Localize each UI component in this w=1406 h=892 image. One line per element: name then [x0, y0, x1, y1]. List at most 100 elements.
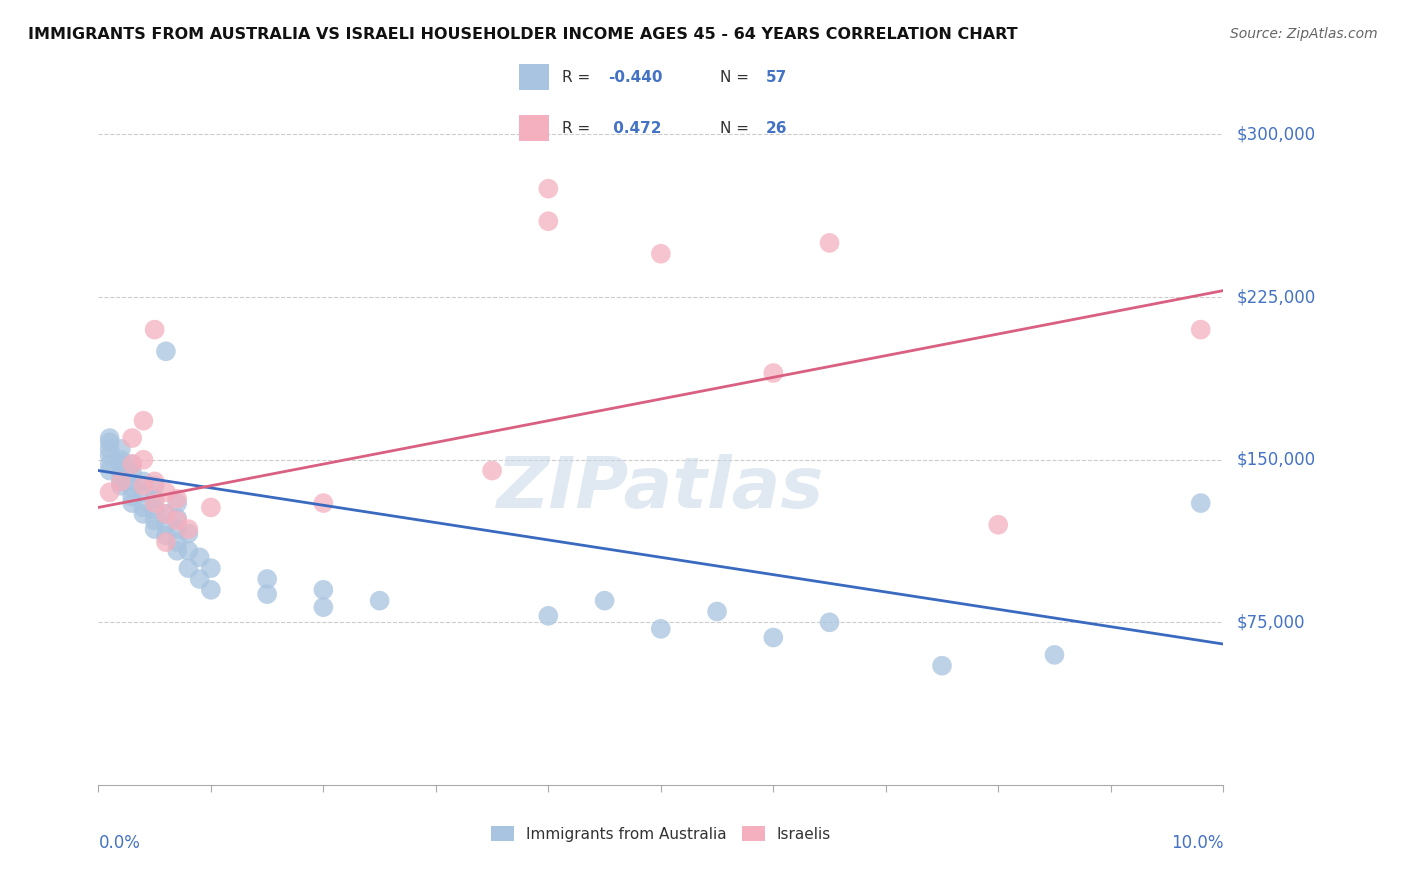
Text: $225,000: $225,000 [1237, 288, 1316, 306]
Point [110, 464, 132, 478]
Text: $150,000: $150,000 [1237, 450, 1316, 468]
Point [132, 485, 155, 500]
Point [177, 543, 200, 558]
Point [155, 485, 177, 500]
Point [155, 507, 177, 521]
Point [132, 452, 155, 467]
Text: 0.472: 0.472 [609, 120, 662, 136]
Point [155, 535, 177, 549]
Point [1189, 496, 1212, 510]
Point [818, 235, 841, 250]
Point [312, 582, 335, 597]
Text: 57: 57 [766, 70, 787, 85]
Bar [519, 115, 550, 141]
Point [155, 528, 177, 542]
Point [200, 500, 222, 515]
Point [110, 452, 132, 467]
Point [98, 449, 121, 463]
Point [987, 517, 1010, 532]
Point [256, 572, 278, 586]
Point [143, 491, 166, 506]
Text: N =: N = [720, 70, 754, 85]
Point [312, 496, 335, 510]
Point [166, 491, 188, 506]
Point [121, 490, 143, 504]
Point [312, 600, 335, 615]
Point [762, 366, 785, 380]
Text: 10.0%: 10.0% [1171, 834, 1223, 852]
Text: $75,000: $75,000 [1237, 614, 1306, 632]
Text: Source: ZipAtlas.com: Source: ZipAtlas.com [1230, 27, 1378, 41]
Point [110, 475, 132, 489]
Point [155, 517, 177, 532]
Point [200, 561, 222, 575]
Point [110, 479, 132, 493]
Point [537, 608, 560, 623]
Point [132, 414, 155, 428]
Point [143, 522, 166, 536]
Point [166, 543, 188, 558]
Point [143, 502, 166, 516]
Point [121, 457, 143, 471]
Point [166, 496, 188, 510]
Text: $300,000: $300,000 [1237, 126, 1316, 144]
Point [98, 442, 121, 456]
Point [177, 526, 200, 541]
Point [98, 431, 121, 445]
Point [1189, 323, 1212, 337]
Point [166, 513, 188, 527]
Point [200, 582, 222, 597]
Point [650, 622, 672, 636]
Text: ZIPatlas: ZIPatlas [498, 455, 824, 524]
Point [177, 522, 200, 536]
Point [121, 481, 143, 495]
Point [188, 572, 211, 586]
Point [143, 513, 166, 527]
Point [98, 457, 121, 471]
Point [121, 475, 143, 489]
Bar [519, 64, 550, 90]
Point [121, 496, 143, 510]
Point [481, 464, 503, 478]
Point [593, 593, 616, 607]
Point [98, 485, 121, 500]
Point [155, 344, 177, 359]
Point [110, 442, 132, 456]
Text: N =: N = [720, 120, 754, 136]
Point [368, 593, 391, 607]
Point [110, 457, 132, 471]
Text: 0.0%: 0.0% [98, 834, 141, 852]
Point [537, 214, 560, 228]
Point [166, 522, 188, 536]
Text: R =: R = [562, 70, 595, 85]
Text: IMMIGRANTS FROM AUSTRALIA VS ISRAELI HOUSEHOLDER INCOME AGES 45 - 64 YEARS CORRE: IMMIGRANTS FROM AUSTRALIA VS ISRAELI HOU… [28, 27, 1018, 42]
Point [132, 500, 155, 515]
Point [132, 475, 155, 489]
Point [132, 479, 155, 493]
Point [166, 535, 188, 549]
Point [110, 467, 132, 482]
Point [132, 507, 155, 521]
Point [762, 631, 785, 645]
Point [818, 615, 841, 630]
Point [177, 561, 200, 575]
Point [143, 475, 166, 489]
Point [650, 246, 672, 260]
Point [166, 511, 188, 525]
Point [931, 658, 953, 673]
Point [110, 475, 132, 489]
Point [121, 457, 143, 471]
Point [98, 435, 121, 450]
Point [143, 323, 166, 337]
Legend: Immigrants from Australia, Israelis: Immigrants from Australia, Israelis [485, 820, 837, 847]
Point [537, 182, 560, 196]
Text: R =: R = [562, 120, 600, 136]
Point [256, 587, 278, 601]
Text: -0.440: -0.440 [609, 70, 662, 85]
Point [706, 605, 728, 619]
Point [1043, 648, 1066, 662]
Point [143, 496, 166, 510]
Point [143, 479, 166, 493]
Point [121, 431, 143, 445]
Text: 26: 26 [766, 120, 787, 136]
